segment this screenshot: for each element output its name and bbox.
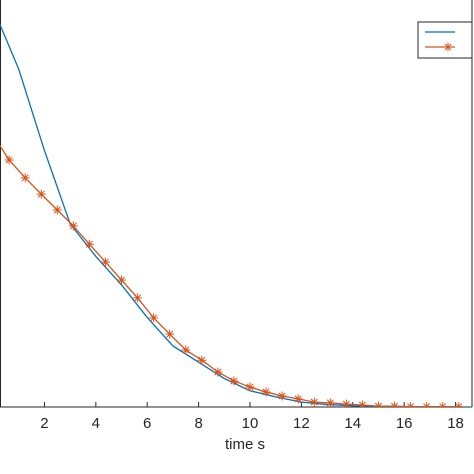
series-marker (20, 173, 30, 183)
x-tick-label: 12 (293, 415, 310, 432)
series-marker (229, 376, 239, 386)
series-marker (357, 400, 367, 407)
series-line (0, 22, 472, 407)
series-marker (438, 402, 448, 407)
x-tick-label: 14 (344, 415, 361, 432)
series-marker (406, 402, 416, 407)
series-marker (117, 275, 127, 285)
series-marker (277, 391, 287, 401)
legend-marker (443, 42, 453, 52)
series-marker (422, 402, 432, 407)
series-marker (245, 382, 255, 392)
series-line (0, 144, 459, 407)
x-tick-label: 4 (92, 415, 100, 432)
series-marker (133, 293, 143, 303)
series-marker (100, 257, 110, 267)
x-tick-label: 2 (40, 415, 48, 432)
series-marker (52, 205, 62, 215)
plot-area (0, 22, 472, 407)
series-marker (4, 155, 14, 165)
x-tick-label: 8 (194, 415, 202, 432)
series-marker (293, 394, 303, 404)
series-marker (325, 398, 335, 407)
x-tick-label: 16 (396, 415, 413, 432)
series-marker (68, 221, 78, 231)
x-tick-label: 18 (447, 415, 464, 432)
series-marker (341, 399, 351, 407)
series-marker (213, 367, 223, 377)
series-marker (36, 189, 46, 199)
legend-box (417, 21, 473, 59)
series-marker (261, 387, 271, 397)
series-marker (165, 329, 175, 339)
series-marker (149, 313, 159, 323)
x-tick-label: 6 (143, 415, 151, 432)
series-marker (309, 397, 319, 407)
series-marker (373, 401, 383, 407)
x-axis-label: time s (225, 436, 265, 453)
series-marker (197, 355, 207, 365)
series-marker (454, 402, 464, 407)
series-marker (181, 345, 191, 355)
x-tick-label: 10 (242, 415, 259, 432)
series-marker (84, 239, 94, 249)
series-marker (390, 401, 400, 407)
